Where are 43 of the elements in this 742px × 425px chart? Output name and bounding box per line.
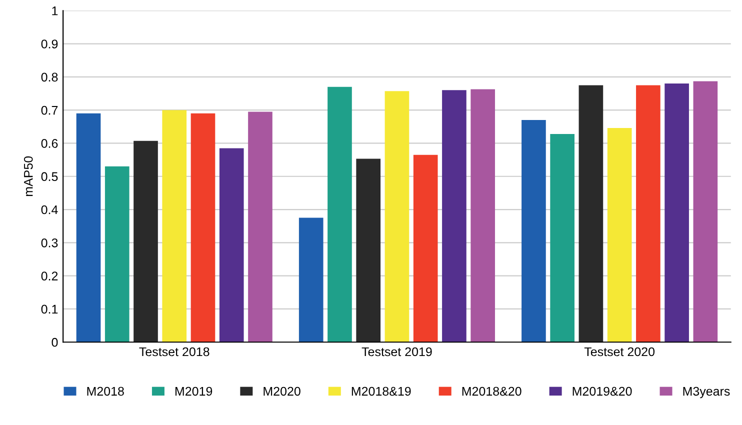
legend-label: M2020 [264, 386, 300, 396]
legend-label: M2018&19 [352, 386, 411, 396]
bar [578, 85, 604, 342]
bar [442, 90, 466, 342]
y-tick-label: 0.3 [41, 238, 58, 248]
bar [248, 112, 272, 342]
legend-label: M2019 [175, 386, 212, 396]
y-tick-label: 0.9 [41, 40, 58, 48]
y-tick-label: 0.4 [41, 205, 58, 214]
y-tick-label: 0 [52, 338, 58, 347]
bar [470, 89, 495, 342]
y-tick-label: 0.6 [41, 139, 58, 148]
bar [356, 158, 381, 342]
y-tick-label: 0.8 [41, 72, 58, 82]
bar [550, 134, 574, 342]
y-tick-label: 1 [52, 6, 58, 16]
bar [664, 84, 689, 342]
bar [384, 91, 410, 342]
legend-label: M2018 [87, 386, 124, 396]
bar [693, 81, 718, 342]
legend-label: M3years [683, 386, 730, 398]
bar [162, 110, 187, 342]
x-tick-label: Testset 2018 [139, 347, 210, 356]
legend-label: M2018&20 [462, 386, 522, 396]
bar [328, 86, 352, 342]
x-tick-label: Testset 2019 [362, 347, 432, 356]
legend-label: M2019&20 [572, 386, 632, 396]
y-tick-label: 0.5 [41, 172, 58, 182]
bar [76, 113, 101, 342]
bar [134, 140, 158, 342]
y-tick-label: 0.7 [41, 106, 58, 115]
bar [607, 128, 632, 342]
bar [636, 85, 660, 342]
y-tick-label: 0.2 [41, 272, 58, 280]
y-axis-title: mAP50 [24, 156, 33, 196]
bar [190, 113, 216, 342]
y-tick-label: 0.1 [41, 304, 58, 314]
bar [219, 148, 244, 342]
x-tick-label: Testset 2020 [584, 347, 655, 356]
bar [298, 218, 324, 342]
bar [104, 166, 130, 342]
bar [413, 154, 438, 342]
bar [522, 120, 546, 342]
